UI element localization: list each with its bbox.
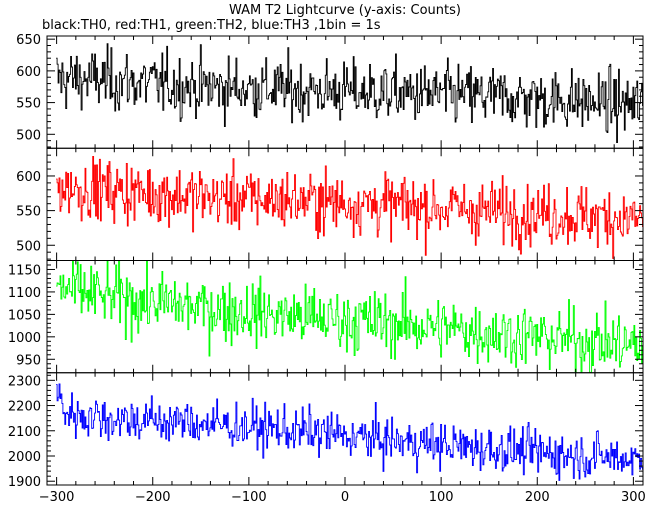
- y-tick-label: 2300: [8, 374, 41, 389]
- x-tick-label: 200: [525, 490, 550, 505]
- x-tick-label: 100: [429, 490, 454, 505]
- y-tick-label: 950: [16, 353, 41, 368]
- y-tick-label: 2000: [8, 450, 41, 465]
- panel-th2: 950 1000 1050 1100 1150: [8, 260, 644, 374]
- x-tick-label: −100: [231, 490, 267, 505]
- y-tick-label: 550: [16, 205, 41, 220]
- series-line-th0: [56, 43, 643, 144]
- panel-frame: [46, 147, 644, 261]
- x-tick-label: 0: [341, 490, 349, 505]
- panel-frame: [46, 372, 644, 486]
- y-tick-label: 600: [16, 170, 41, 185]
- series-line-th1: [56, 155, 643, 259]
- y-tick-label: 1050: [8, 308, 41, 323]
- y-tick-label: 2100: [8, 425, 41, 440]
- panel-th3: 1900 2000 2100 2200 2300: [8, 372, 644, 490]
- x-axis: −300 −200 −100 0 100 200 300: [39, 490, 646, 505]
- series-line-th3: [56, 383, 643, 481]
- x-tick-label: −300: [39, 490, 75, 505]
- panel-th1: 500 550 600: [16, 147, 644, 261]
- series-line-th2: [56, 260, 643, 373]
- y-tick-label: 500: [16, 239, 41, 254]
- panel-frame: [46, 35, 644, 149]
- y-tick-label: 1100: [8, 286, 41, 301]
- x-tick-label: 300: [621, 490, 646, 505]
- y-tick-label: 650: [16, 33, 41, 48]
- y-tick-label: 500: [16, 128, 41, 143]
- y-tick-label: 550: [16, 97, 41, 112]
- chart-title: WAM T2 Lightcurve (y-axis: Counts): [229, 3, 461, 18]
- y-tick-label: 1000: [8, 331, 41, 346]
- x-tick-label: −200: [135, 490, 171, 505]
- panels-group: 500 550 600 650 500 550 600 950 1000 1050 1100 1150…: [8, 33, 644, 490]
- y-tick-label: 1150: [8, 263, 41, 278]
- y-tick-label: 2200: [8, 400, 41, 415]
- y-tick-label: 600: [16, 65, 41, 80]
- y-tick-label: 1900: [8, 475, 41, 490]
- panel-th0: 500 550 600 650: [16, 33, 644, 149]
- chart-subtitle: black:TH0, red:TH1, green:TH2, blue:TH3 …: [42, 18, 381, 33]
- panel-frame: [46, 260, 644, 374]
